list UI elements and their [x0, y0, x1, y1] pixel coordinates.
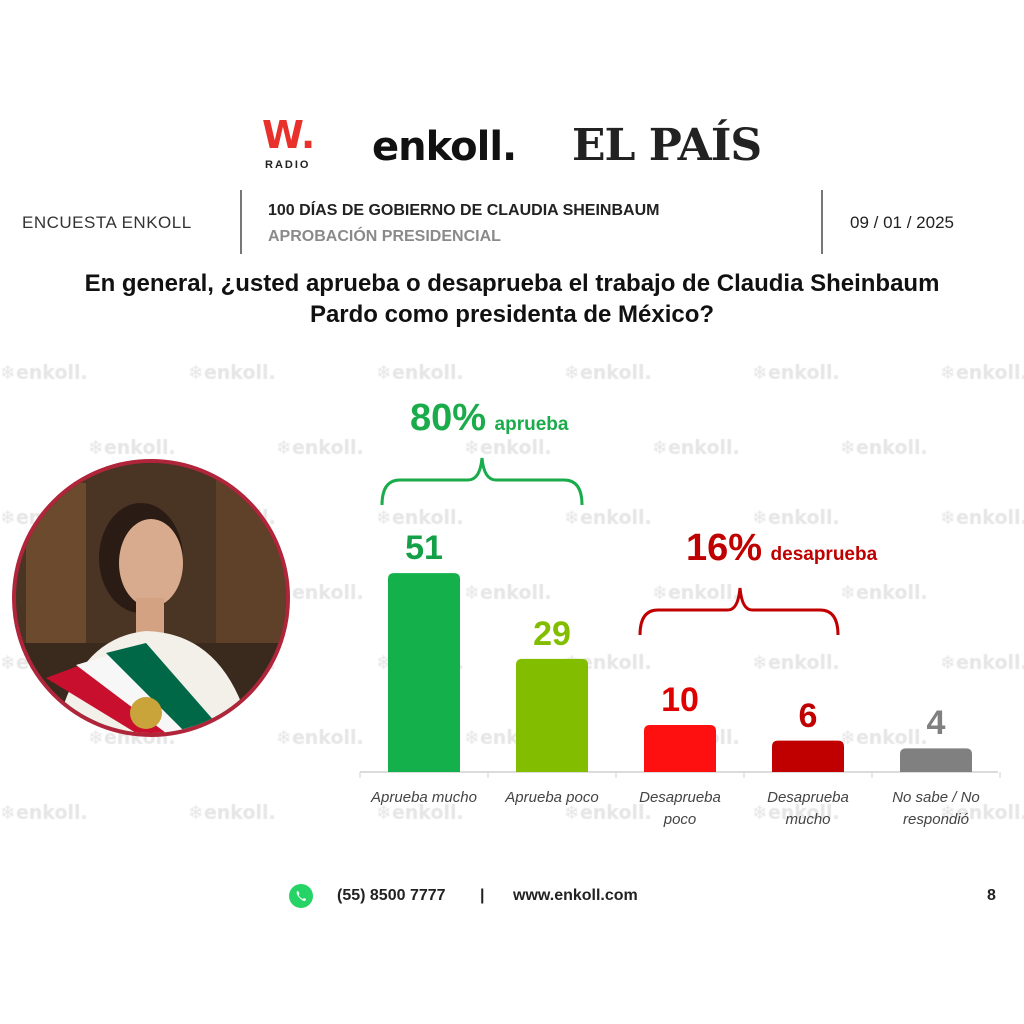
category-label-line: No sabe / No [892, 789, 980, 806]
el-pais-logo: EL PAÍS [572, 120, 762, 171]
survey-label: ENCUESTA ENKOLL [22, 213, 192, 232]
bar-value-label: 4 [926, 704, 946, 743]
category-label-line: Aprueba poco [505, 789, 599, 806]
footer-separator: | [480, 887, 485, 904]
w-radio-logo: W. [262, 113, 316, 157]
bar-1 [516, 658, 588, 772]
category-label: Aprueba poco [488, 787, 616, 809]
disapprove-percent: 16% [686, 527, 763, 569]
divider [240, 190, 242, 254]
survey-question: En general, ¿usted aprueba o desaprueba … [0, 268, 1024, 330]
approve-label: aprueba [494, 414, 569, 435]
bar-value-label: 29 [533, 614, 571, 653]
president-photo [12, 459, 290, 737]
disapprove-summary: 16% desaprueba [686, 527, 877, 570]
question-line: En general, ¿usted aprueba o desaprueba … [84, 270, 940, 297]
bar-value-label: 6 [798, 696, 818, 735]
bar-0 [388, 573, 460, 772]
bar-2 [644, 725, 716, 772]
bar-value-label: 10 [661, 681, 699, 719]
category-label: Desaprueba mucho [744, 787, 872, 831]
report-subtitle: APROBACIÓN PRESIDENCIAL [268, 228, 501, 245]
category-label: No sabe / No respondió [872, 787, 1000, 831]
w-radio-logo-sub: RADIO [265, 159, 311, 171]
approve-bracket [380, 457, 584, 506]
category-label: Desaprueba poco [616, 787, 744, 831]
enkoll-logo: enkoll. [372, 124, 517, 170]
bar-4 [900, 748, 972, 772]
approve-percent: 80% [410, 397, 487, 439]
category-label-line: Aprueba mucho [371, 789, 477, 806]
question-line: Pardo como presidenta de México? [309, 301, 715, 328]
category-label-line: respondió [903, 811, 969, 828]
category-label-line: poco [663, 811, 697, 828]
report-title: 100 DÍAS DE GOBIERNO DE CLAUDIA SHEINBAU… [268, 202, 660, 219]
disapprove-label: desaprueba [770, 544, 878, 565]
category-label: Aprueba mucho [360, 787, 488, 809]
footer-phone: (55) 8500 7777 [337, 887, 446, 904]
approve-summary: 80% aprueba [410, 397, 568, 440]
whatsapp-icon [289, 884, 313, 908]
footer-website[interactable]: www.enkoll.com [513, 887, 638, 904]
survey-date: 09 / 01 / 2025 [850, 213, 954, 232]
category-label-line: Desaprueba [767, 789, 849, 806]
category-label-line: mucho [785, 811, 831, 828]
bar-3 [772, 740, 844, 772]
bar-value-label: 51 [405, 529, 443, 568]
disapprove-bracket [638, 587, 840, 636]
category-label-line: Desaprueba [639, 789, 721, 806]
page-number: 8 [987, 887, 996, 904]
divider [821, 190, 823, 254]
